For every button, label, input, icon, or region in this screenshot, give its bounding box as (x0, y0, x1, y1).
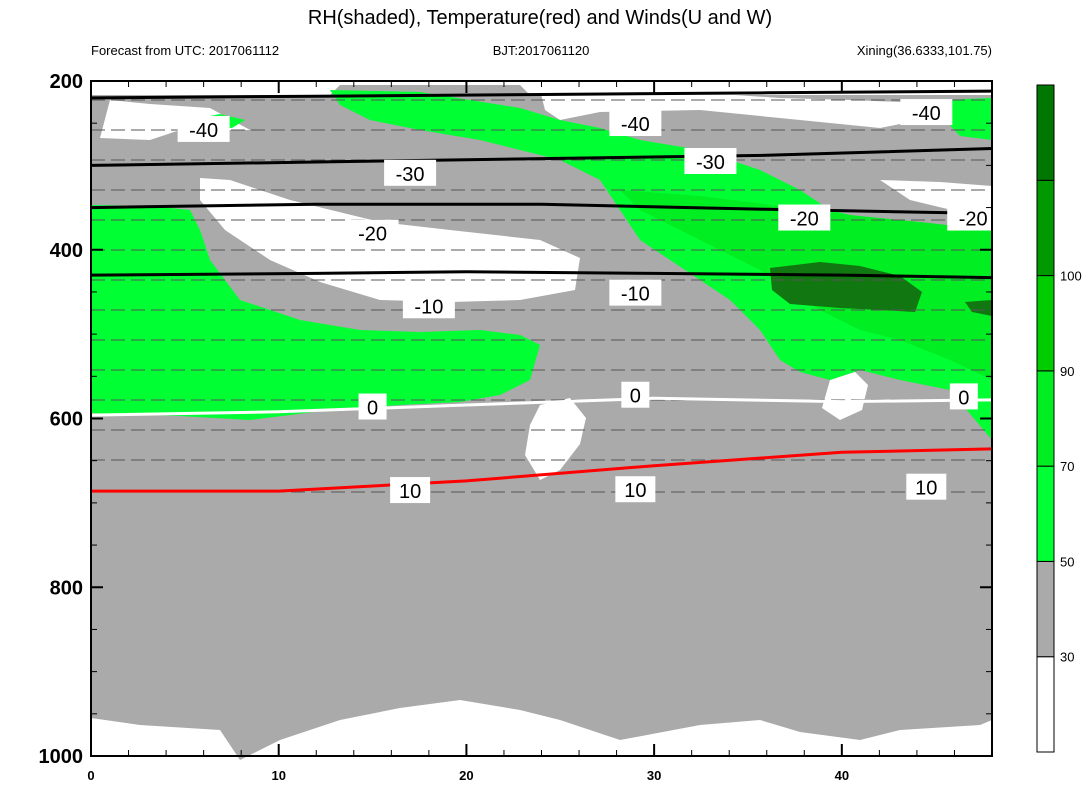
isotherm-label-box (346, 219, 399, 246)
colorbar: 30 50 70 90 100 (1036, 84, 1082, 753)
isotherm-label-box (778, 204, 831, 231)
isotherm-label-box (900, 99, 953, 126)
isotherm-label: 10 (399, 481, 421, 503)
rh-region-white (822, 372, 868, 420)
isotherm-label-box (609, 279, 662, 306)
x-tick-label: 40 (835, 768, 849, 783)
isotherm-label-box (402, 292, 455, 319)
isotherm-line (90, 270, 993, 280)
rh-region-green (91, 205, 540, 420)
colorbar-tick-label: 50 (1060, 554, 1074, 569)
colorbar-swatch (1036, 275, 1055, 372)
rh-region-green (330, 90, 992, 440)
isotherm-label: -30 (696, 152, 725, 174)
isotherm-label: -40 (912, 103, 941, 125)
isotherm-label-box (609, 110, 662, 137)
colorbar-tick-label: 100 (1060, 269, 1082, 284)
colorbar-swatch (1036, 179, 1055, 277)
colorbar-swatch (1036, 560, 1055, 658)
colorbar-swatch (1036, 465, 1055, 562)
x-tick-label: 10 (271, 768, 285, 783)
colorbar-swatch (1036, 84, 1055, 181)
y-tick-label: 1000 (39, 746, 84, 768)
x-tick-label: 30 (647, 768, 661, 783)
y-tick-label: 600 (50, 409, 83, 431)
isotherm-line (90, 396, 993, 417)
isotherm-label-box (621, 381, 650, 408)
x-axis: 0 10 20 30 40 (87, 81, 955, 783)
isotherm-label: 0 (367, 398, 378, 420)
isotherm-label-box (358, 393, 387, 420)
isotherm-label-box (177, 115, 230, 142)
isotherm-line (90, 202, 993, 215)
isotherm-label: -20 (358, 224, 387, 246)
colorbar-swatch (1036, 656, 1055, 753)
isotherm-line (91, 447, 993, 493)
isotherm-label: 0 (630, 386, 641, 408)
colorbar-tick-label: 30 (1060, 650, 1074, 665)
isotherm-line (90, 147, 993, 167)
x-tick-label: 20 (459, 768, 473, 783)
isotherm-label: -10 (414, 296, 443, 318)
plot-area: -40 -40 -40 -30 -30 -20 -20 -20 -10 -10 0 0 0 10 10 10 (90, 80, 1000, 760)
isotherm-label: -40 (189, 120, 218, 142)
y-tick-label: 800 (50, 577, 83, 599)
isotherm-label-box (384, 159, 437, 186)
isotherm-label: -30 (396, 164, 425, 186)
isotherm-label-box (947, 204, 1000, 231)
isotherm-label-box (615, 476, 656, 503)
isotherm-label: -20 (790, 209, 819, 231)
isotherm-label: 10 (915, 478, 937, 500)
isotherm-label-box (949, 383, 978, 410)
isotherm-label: -10 (621, 284, 650, 306)
isotherm-lines (90, 89, 993, 493)
colorbar-tick-label: 90 (1060, 364, 1074, 379)
forecast-subtitle: Forecast from UTC: 2017061112 (91, 43, 279, 58)
isotherm-label: 10 (624, 480, 646, 502)
y-tick-label: 400 (50, 240, 83, 262)
isotherm-label-box (684, 148, 737, 174)
isotherm-labels: -40 -40 -40 -30 -30 -20 -20 -20 -10 -10 0 0 0 10 10 10 (177, 99, 1000, 504)
isotherm-label: 0 (958, 387, 969, 409)
isotherm-label-box (906, 473, 947, 500)
x-tick-label: 0 (87, 768, 94, 783)
isotherm-label: -40 (621, 114, 650, 136)
chart-title: RH(shaded), Temperature(red) and Winds(U… (308, 7, 772, 29)
isotherm-label: -20 (959, 209, 988, 231)
bjt-subtitle: BJT:2017061120 (493, 43, 590, 58)
colorbar-tick-label: 70 (1060, 459, 1074, 474)
rh-region-dark (965, 300, 992, 316)
isotherm-label-box (390, 477, 431, 504)
y-tick-label: 200 (50, 71, 83, 93)
station-subtitle: Xining(36.6333,101.75) (857, 43, 992, 58)
colorbar-swatch (1036, 370, 1055, 467)
